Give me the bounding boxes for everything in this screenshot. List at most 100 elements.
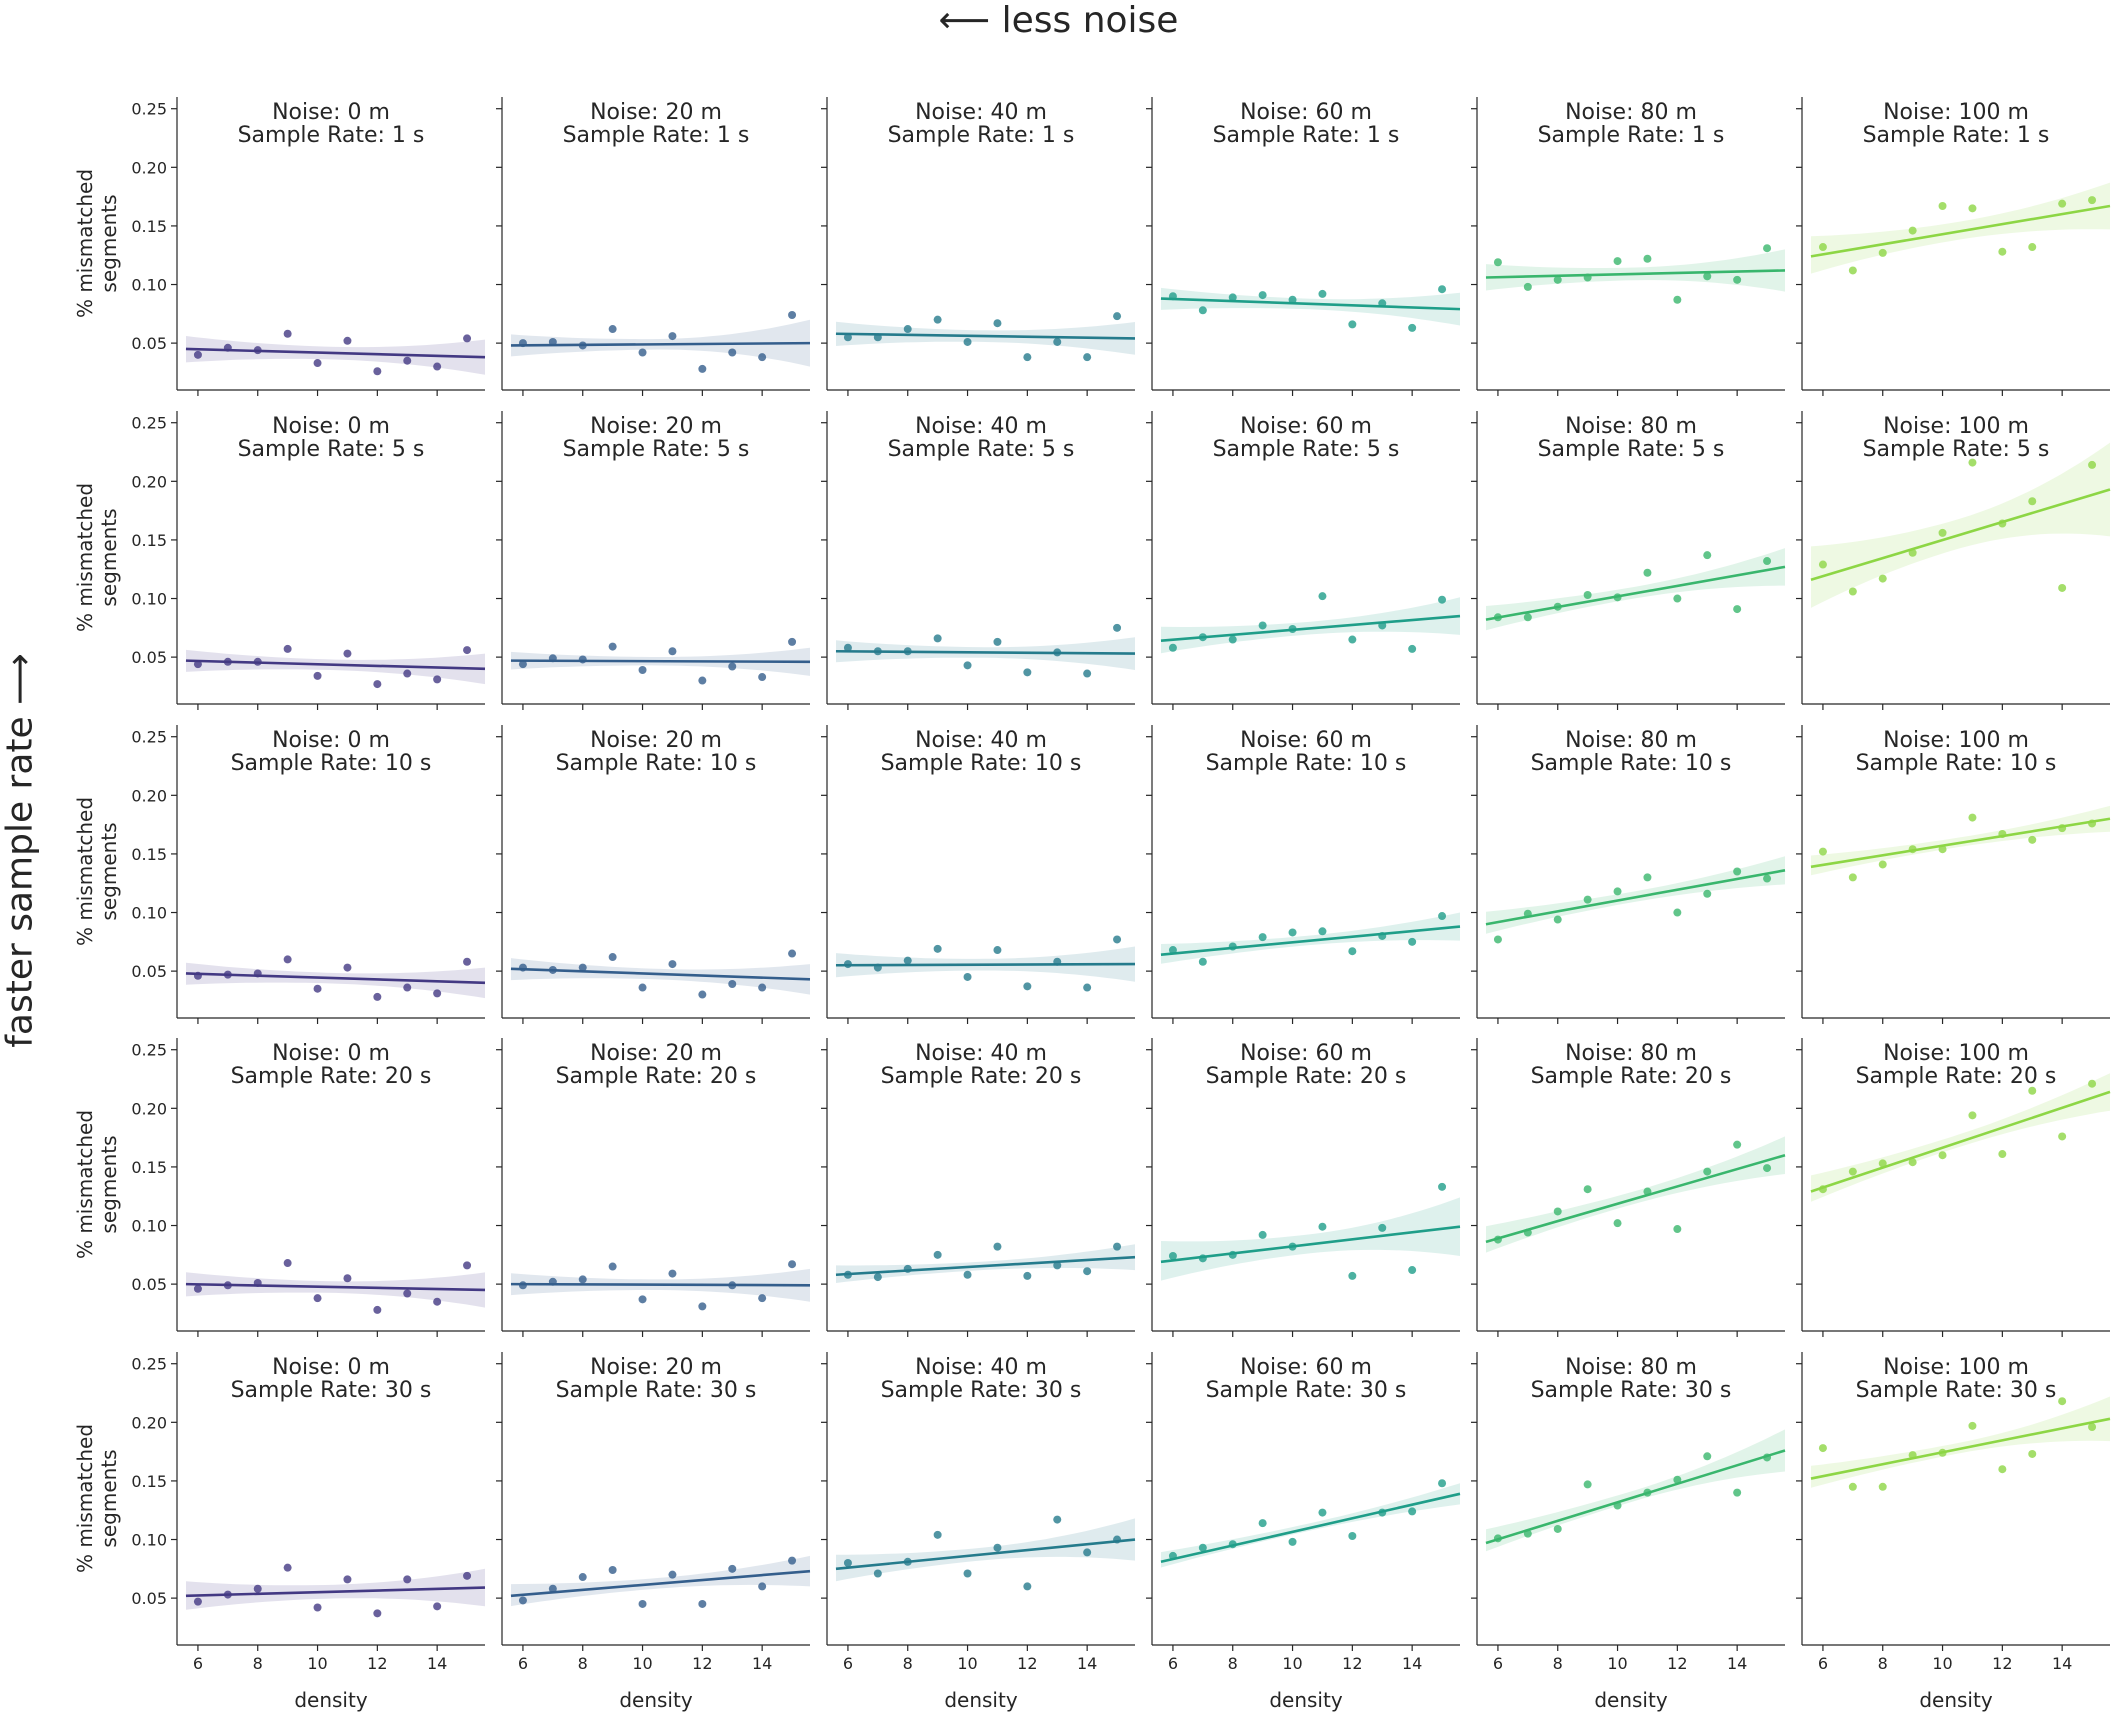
data-point <box>343 963 352 972</box>
x-axis-label: density <box>1594 1688 1667 1712</box>
data-point <box>2058 1132 2067 1141</box>
data-point <box>1023 668 1032 677</box>
data-point <box>2058 1397 2067 1406</box>
data-point <box>433 989 442 998</box>
data-point <box>728 980 737 989</box>
panel-title-noise: Noise: 20 m <box>590 100 722 125</box>
data-point <box>1493 613 1502 622</box>
y-tick-label: 0.10 <box>131 590 167 609</box>
panel-title-sample-rate: Sample Rate: 10 s <box>1856 751 2057 776</box>
data-point <box>963 972 972 981</box>
data-point <box>1258 291 1267 300</box>
data-point <box>1408 644 1417 653</box>
data-point <box>1553 1524 1562 1533</box>
data-point <box>373 680 382 689</box>
regression-line <box>1160 297 1461 311</box>
panel-title-noise: Noise: 60 m <box>1240 1355 1372 1380</box>
regression-line <box>510 1569 811 1598</box>
regression-line <box>185 972 486 985</box>
confidence-band <box>1811 182 2110 274</box>
data-point <box>548 965 557 974</box>
data-point <box>993 1543 1002 1552</box>
data-point <box>668 1570 677 1579</box>
data-point <box>1848 266 1857 275</box>
data-point <box>253 657 262 666</box>
data-point <box>193 1597 202 1606</box>
x-tick-label: 10 <box>1607 1654 1627 1673</box>
data-point <box>1848 587 1857 596</box>
data-point <box>993 637 1002 646</box>
data-point <box>1378 1508 1387 1517</box>
data-point <box>578 1275 587 1284</box>
data-point <box>1613 887 1622 896</box>
regression-line <box>1810 488 2111 582</box>
data-point <box>1348 320 1357 329</box>
data-point <box>1938 1151 1947 1160</box>
data-point <box>1083 1548 1092 1557</box>
data-point <box>1348 1271 1357 1280</box>
regression-line <box>835 1538 1136 1571</box>
data-point <box>2058 583 2067 592</box>
data-point <box>253 969 262 978</box>
y-tick-label: 0.25 <box>131 414 167 433</box>
panel-title-sample-rate: Sample Rate: 5 s <box>1538 437 1725 462</box>
data-point <box>873 333 882 342</box>
data-point <box>1523 909 1532 918</box>
data-point <box>2028 1086 2037 1095</box>
data-point <box>1938 845 1947 854</box>
data-point <box>343 336 352 345</box>
y-tick-label: 0.15 <box>131 217 167 236</box>
data-point <box>1438 595 1447 604</box>
data-point <box>343 649 352 658</box>
regression-line <box>835 332 1136 340</box>
panel-title-noise: Noise: 100 m <box>1883 414 2029 439</box>
data-point <box>963 661 972 670</box>
y-tick-label: 0.15 <box>131 1158 167 1177</box>
panel-title-noise: Noise: 20 m <box>590 728 722 753</box>
data-point <box>758 1582 767 1591</box>
data-point <box>788 949 797 958</box>
data-point <box>1998 247 2007 256</box>
x-tick-label: 10 <box>957 1654 977 1673</box>
data-point <box>1168 946 1177 955</box>
y-axis-label: % mismatched <box>73 1424 97 1573</box>
panel-title-sample-rate: Sample Rate: 20 s <box>1856 1064 2057 1089</box>
data-point <box>698 1599 707 1608</box>
x-axis-label: density <box>619 1688 692 1712</box>
data-point <box>1198 1543 1207 1552</box>
data-point <box>1113 312 1122 321</box>
data-point <box>2088 460 2097 469</box>
data-point <box>1113 1535 1122 1544</box>
panel-title-noise: Noise: 40 m <box>915 414 1047 439</box>
panel-title-noise: Noise: 40 m <box>915 100 1047 125</box>
data-point <box>578 341 587 350</box>
x-axis-label: density <box>1269 1688 1342 1712</box>
data-point <box>1583 1480 1592 1489</box>
data-point <box>963 1270 972 1279</box>
regression-line <box>1485 565 1786 621</box>
data-point <box>668 960 677 969</box>
panel-title-noise: Noise: 100 m <box>1883 1041 2029 1066</box>
data-point <box>1908 226 1917 235</box>
data-point <box>2028 497 2037 506</box>
panel-title-sample-rate: Sample Rate: 10 s <box>556 751 757 776</box>
data-point <box>1908 548 1917 557</box>
y-tick-label: 0.10 <box>131 1217 167 1236</box>
confidence-band <box>1161 1197 1460 1281</box>
data-point <box>2058 199 2067 208</box>
x-tick-label: 10 <box>307 1654 327 1673</box>
data-point <box>698 990 707 999</box>
data-point <box>253 1278 262 1287</box>
data-point <box>638 983 647 992</box>
data-point <box>1288 295 1297 304</box>
data-point <box>578 655 587 664</box>
data-point <box>373 992 382 1001</box>
panel-title-sample-rate: Sample Rate: 30 s <box>1531 1378 1732 1403</box>
